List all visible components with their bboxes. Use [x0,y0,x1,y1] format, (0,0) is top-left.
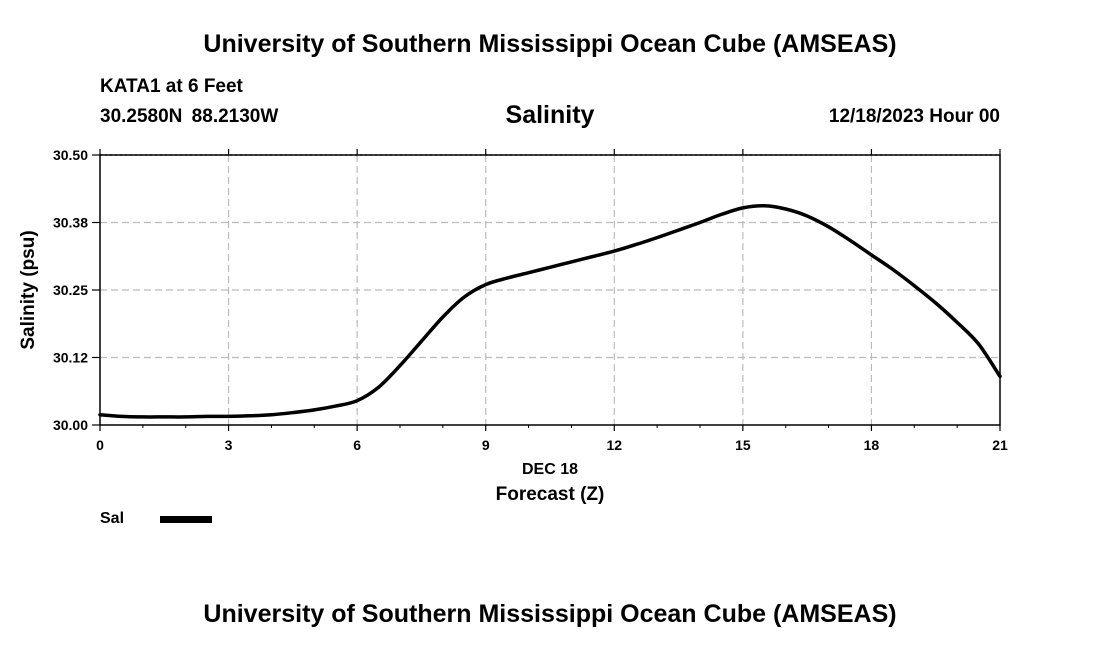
x-tick-label: 12 [606,437,622,453]
y-tick-label: 30.38 [53,215,88,231]
x-tick-label: 18 [864,437,880,453]
x-axis-date-label: DEC 18 [522,461,578,478]
axis-ticks [92,149,1001,431]
forecast-datetime: 12/18/2023 Hour 00 [828,106,1000,127]
chart-title: Salinity [505,101,595,129]
salinity-series-line [98,204,1002,419]
chart-footer-title: University of Southern Mississippi Ocean… [203,600,897,628]
tick-labels: 0 3 6 9 12 15 18 21 30.00 30.12 30.25 30.38 30.50 [53,147,1008,453]
x-tick-label: 6 [353,437,361,453]
station-label: KATA1 at 6 Feet [100,76,243,97]
x-tick-label: 3 [225,437,233,453]
y-tick-label: 30.00 [53,417,88,433]
grid [100,154,1000,425]
y-tick-label: 30.50 [53,147,88,163]
chart-main-title: University of Southern Mississippi Ocean… [203,30,897,58]
legend-label: Sal [100,510,125,527]
x-tick-label: 15 [735,437,751,453]
y-tick-label: 30.25 [53,282,88,298]
y-tick-label: 30.12 [53,350,88,366]
legend: Sal [100,510,212,528]
x-tick-label: 0 [96,437,104,453]
y-axis-label: Salinity (psu) [18,230,39,349]
x-tick-label: 21 [992,437,1008,453]
legend-swatch [160,515,212,523]
station-coordinates: 30.2580N 88.2130W [100,106,279,127]
x-axis-label: Forecast (Z) [496,484,605,505]
x-tick-label: 9 [482,437,490,453]
